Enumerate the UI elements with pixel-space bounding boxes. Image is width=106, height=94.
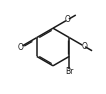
Text: O: O — [65, 15, 71, 24]
Text: O: O — [81, 42, 87, 51]
Text: O: O — [17, 43, 23, 52]
Text: Br: Br — [65, 67, 73, 76]
